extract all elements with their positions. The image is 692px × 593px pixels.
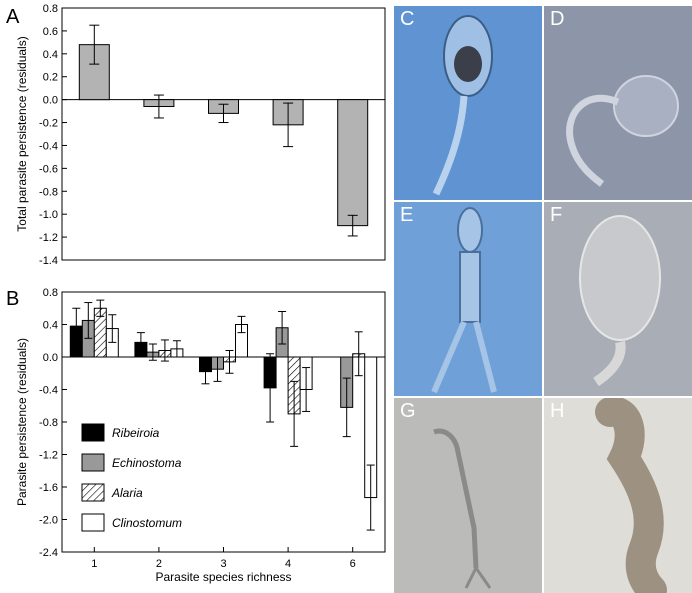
- legend-label: Clinostomum: [112, 516, 182, 530]
- photo-panel-h: H: [544, 398, 692, 593]
- chart-a-ytick-label: 0.4: [43, 49, 58, 61]
- chart-a-ytick-label: -0.8: [39, 186, 58, 198]
- legend-swatch: [81, 423, 105, 442]
- panel-label-b: B: [6, 288, 19, 310]
- cercaria-fork-tail-icon: [394, 202, 542, 396]
- chart-b-ytick-label: -2.0: [39, 515, 58, 527]
- panel-label-a: A: [6, 6, 20, 28]
- chart-a-ytick-label: -1.4: [39, 255, 58, 267]
- chart-b-ylabel: Parasite persistence (residuals): [15, 338, 29, 506]
- chart-b-xtick-label: 1: [91, 558, 97, 570]
- photo-label-f: F: [550, 204, 563, 226]
- chart-a-bar: [337, 99, 369, 227]
- chart-b-ytick-label: -2.4: [39, 547, 58, 559]
- chart-a-ytick-label: 0.6: [43, 26, 58, 38]
- chart-b-legend: Ribeiroia Echinostoma Alaria Clinostomum: [81, 423, 182, 532]
- chart-b-ytick-label: -1.2: [39, 450, 58, 462]
- chart-b-xtick-label: 2: [156, 558, 162, 570]
- cercaria-curled-tail-icon: [544, 6, 692, 200]
- photo-label-h: H: [550, 400, 565, 422]
- cercaria-thin-fork-icon: [394, 398, 542, 593]
- chart-a-bar: [78, 44, 110, 101]
- photo-label-g: G: [400, 400, 416, 422]
- cercaria-large-oval-icon: [394, 6, 542, 200]
- chart-a: Total parasite persistence (residuals) 0…: [15, 3, 386, 267]
- chart-b-xtick-label: 3: [220, 558, 226, 570]
- chart-b-xtick-label: 6: [350, 558, 356, 570]
- chart-b: Parasite persistence (residuals) Parasit…: [15, 287, 386, 584]
- legend-swatch: [81, 483, 105, 502]
- chart-a-ytick-label: 0.8: [43, 3, 58, 15]
- chart-a-frame: [61, 7, 386, 261]
- photo-label-c: C: [400, 8, 415, 30]
- photo-panel-d: D: [544, 6, 692, 200]
- chart-a-ylabel: Total parasite persistence (residuals): [15, 36, 29, 231]
- legend-swatch: [81, 453, 105, 472]
- chart-a-ytick-label: -0.2: [39, 118, 58, 130]
- chart-figure: A Total parasite persistence (residuals)…: [6, 3, 386, 584]
- legend-label: Alaria: [111, 486, 143, 500]
- chart-b-ytick-label: 0.8: [43, 287, 58, 299]
- chart-b-ytick-label: 0.4: [43, 320, 58, 332]
- photo-panel-f: F: [544, 202, 692, 396]
- chart-b-ytick-label: -0.4: [39, 385, 58, 397]
- photo-panel-c: C: [394, 6, 542, 200]
- cercaria-segmented-icon: [544, 398, 692, 593]
- legend-label: Echinostoma: [112, 456, 182, 470]
- photo-label-d: D: [550, 8, 565, 30]
- chart-a-ytick-label: -1.2: [39, 232, 58, 244]
- chart-a-ytick-label: 0.0: [43, 95, 58, 107]
- chart-a-ytick-label: -0.4: [39, 140, 58, 152]
- chart-b-xlabel: Parasite species richness: [155, 570, 291, 584]
- chart-a-ytick-label: 0.2: [43, 72, 58, 84]
- chart-b-ytick-label: 0.0: [43, 352, 58, 364]
- legend-label: Ribeiroia: [112, 426, 160, 440]
- chart-a-ytick-label: -1.0: [39, 209, 58, 221]
- cercaria-oval-body-icon: [544, 202, 692, 396]
- photo-label-e: E: [400, 204, 414, 226]
- chart-a-ytick-label: -0.6: [39, 163, 58, 175]
- photo-panel-e: E: [394, 202, 542, 396]
- legend-swatch: [81, 513, 105, 532]
- chart-b-ytick-label: -1.6: [39, 482, 58, 494]
- photo-panel-g: G: [394, 398, 542, 593]
- chart-b-ytick-label: -0.8: [39, 417, 58, 429]
- chart-b-xtick-label: 4: [285, 558, 291, 570]
